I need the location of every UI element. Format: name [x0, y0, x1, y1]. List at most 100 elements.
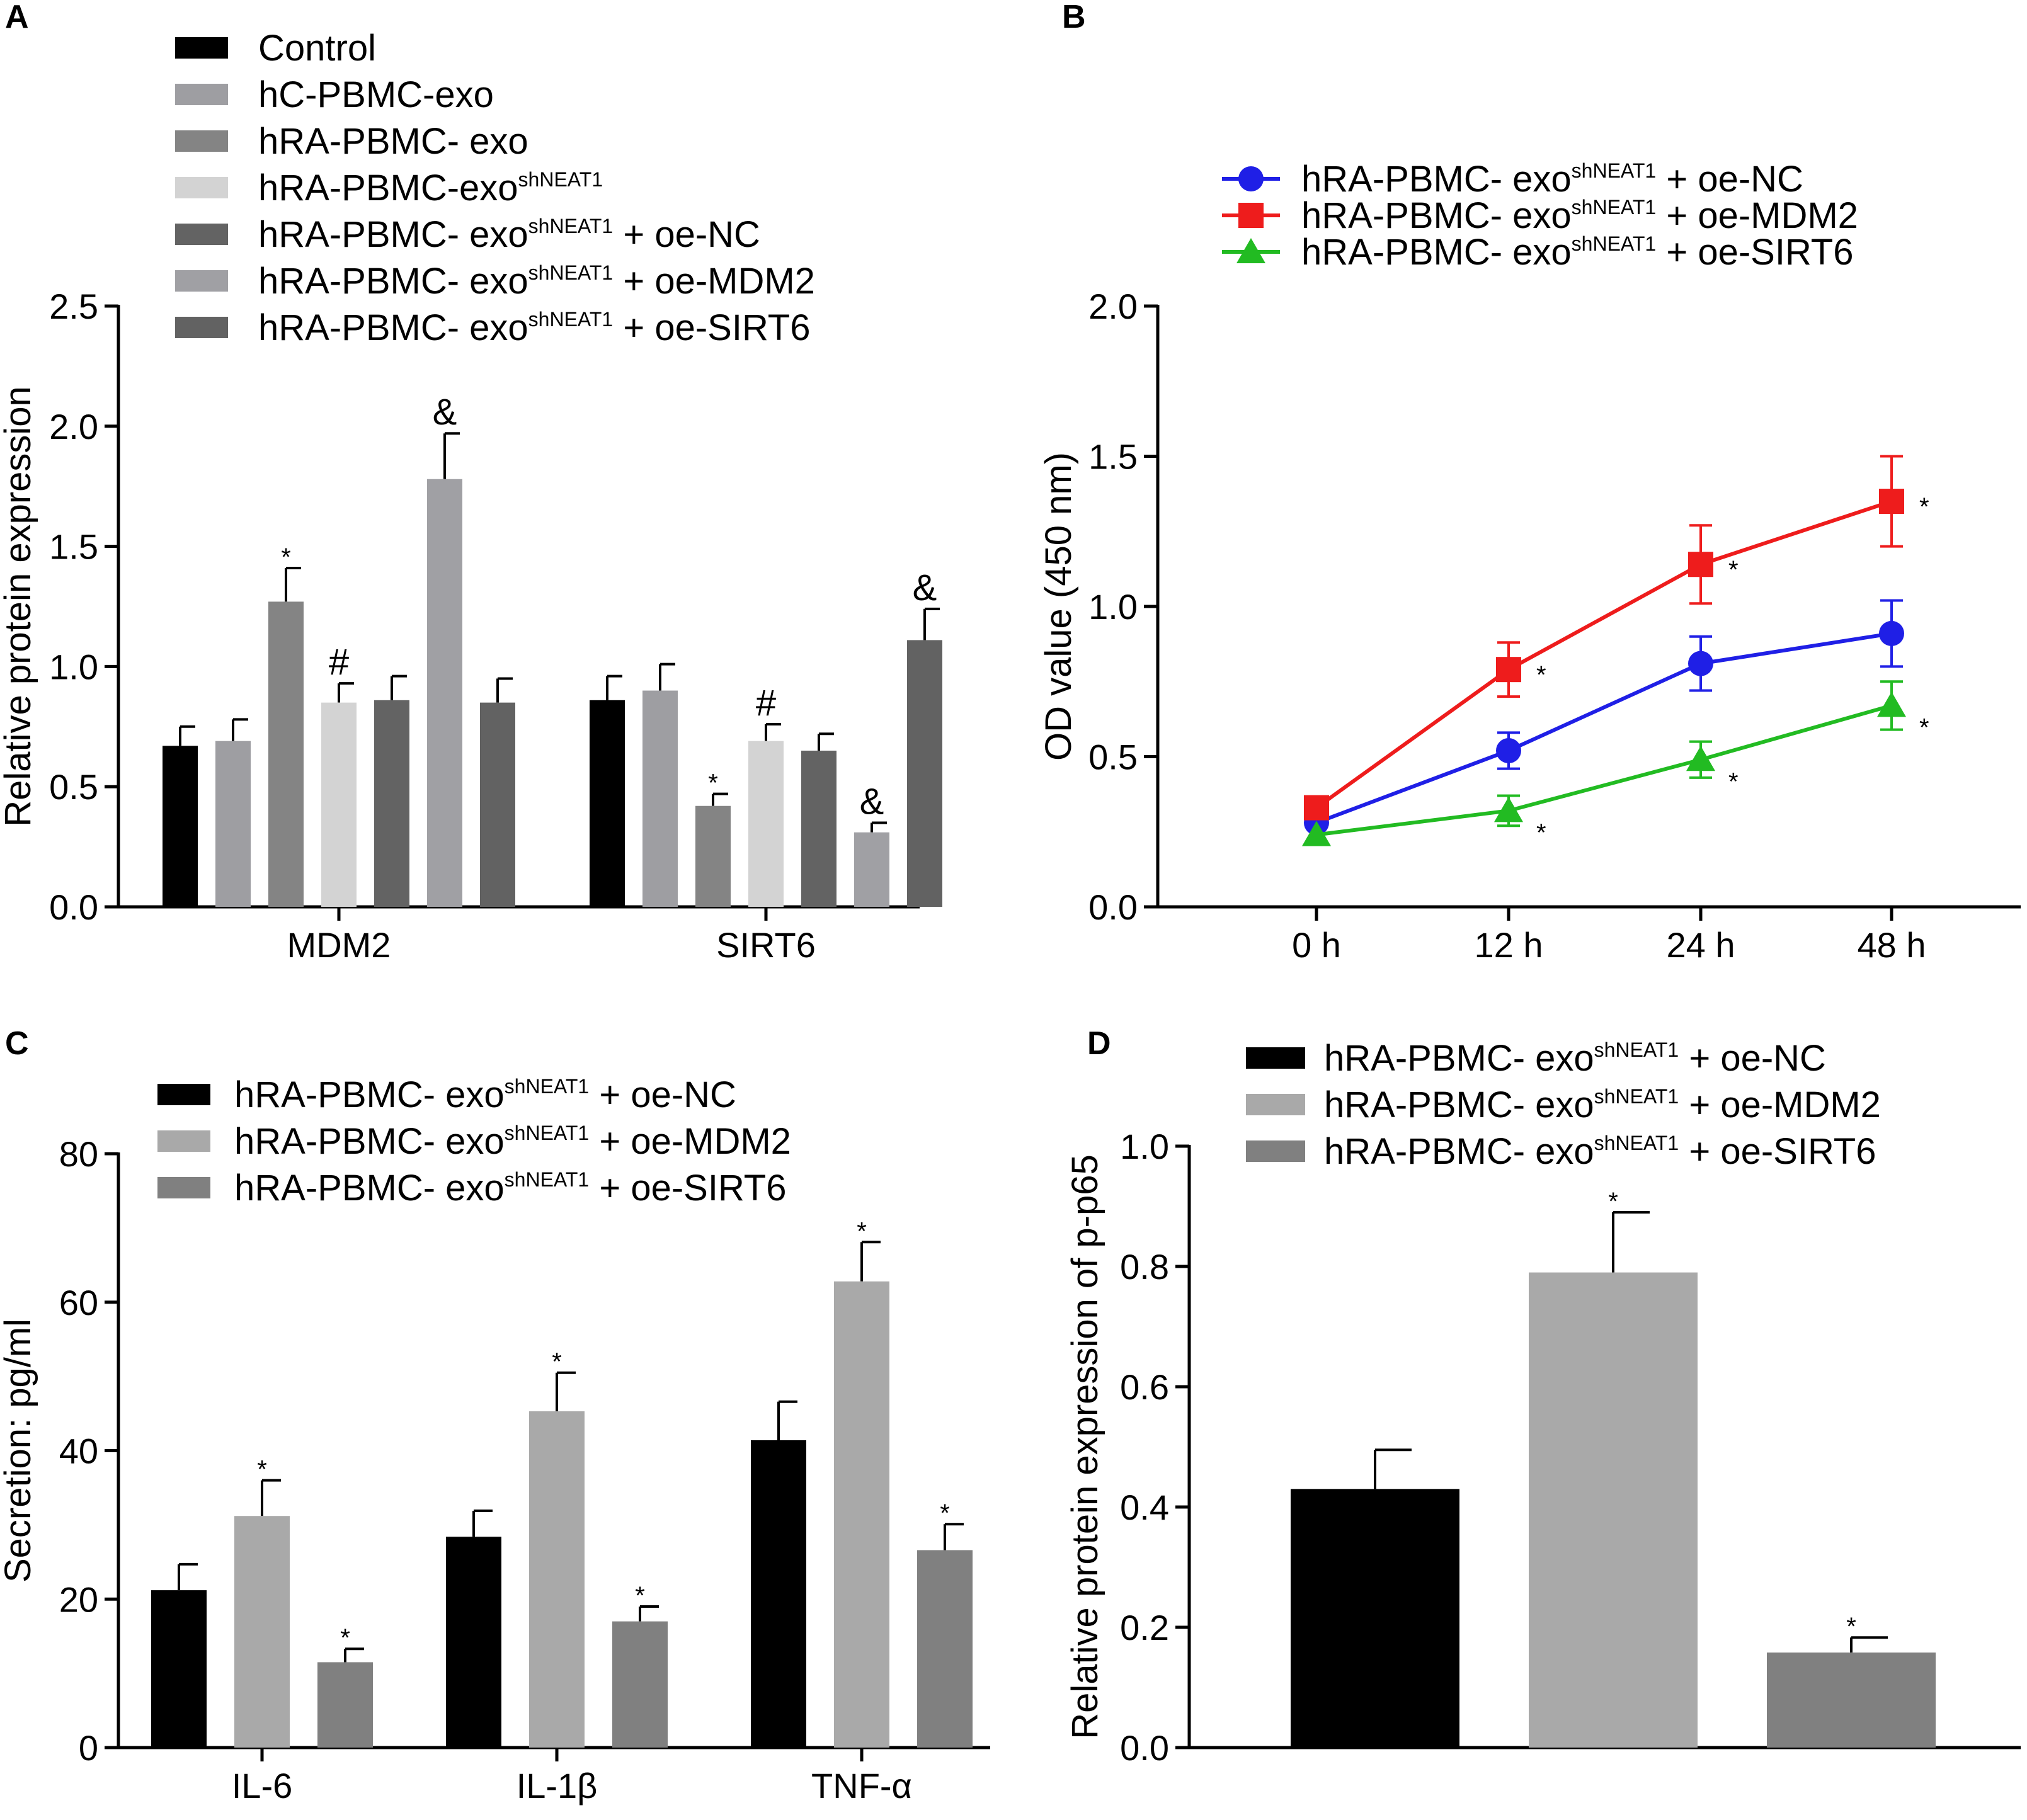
legend-label-2: hRA-PBMC- exoshNEAT1 + oe-SIRT6: [1301, 232, 1853, 273]
y-tick-label: 0.2: [1120, 1608, 1169, 1647]
significance-mark: #: [329, 642, 349, 683]
bar-mdm2-5: [427, 479, 462, 907]
y-axis-label: OD value (450 nm): [1038, 452, 1079, 761]
significance-mark: *: [635, 1582, 645, 1610]
significance-mark: *: [1846, 1613, 1856, 1641]
bar-tnf-0: [751, 1440, 806, 1748]
legend-swatch-6: [175, 317, 228, 338]
legend-swatch-2: [157, 1177, 210, 1198]
bar-sirt6-3: [748, 741, 784, 907]
significance-mark: *: [857, 1217, 867, 1245]
bar-sirt6-4: [801, 750, 836, 907]
y-tick-label: 60: [59, 1283, 98, 1322]
series-line-0: [1315, 631, 1892, 825]
x-tick-label-12-h: 12 h: [1475, 925, 1543, 965]
panel-letter: C: [5, 1025, 29, 1062]
y-axis-label: Relative protein expression of p-p65: [1065, 1154, 1105, 1739]
legend-label-1: hC-PBMC-exo: [258, 74, 494, 115]
y-tick-label: 0.4: [1120, 1487, 1169, 1527]
legend-label-6: hRA-PBMC- exoshNEAT1 + oe-SIRT6: [258, 307, 810, 348]
data-point-2-1: [1494, 797, 1523, 822]
bar-mdm2-6: [480, 702, 515, 907]
bar-il-6-2: [317, 1662, 373, 1748]
series-line-1: [1315, 499, 1892, 810]
y-tick-label: 0.0: [49, 887, 98, 927]
data-point-1-0: [1304, 795, 1329, 821]
significance-mark: *: [340, 1624, 350, 1652]
data-point-0-2: [1688, 651, 1713, 676]
y-axis-label: Relative protein expression: [0, 386, 38, 827]
panel-letter: B: [1062, 0, 1086, 35]
data-point-2-2: [1686, 746, 1715, 771]
legend-label-0: hRA-PBMC- exoshNEAT1 + oe-NC: [1301, 159, 1803, 200]
bar-group-1: [1529, 1272, 1698, 1748]
significance-mark: &: [913, 567, 937, 608]
bar-il-1-2: [612, 1621, 668, 1748]
panel-a: A 0.0 0.5 1.0 1.5 2.0 2.5 Relative protein expr…: [0, 0, 942, 965]
data-point-1-1: [1496, 657, 1521, 683]
panel-b: B 0.0 0.5 1.0 1.5 2.0 OD value (450 nm) 0 h 12 h…: [1038, 0, 2021, 965]
legend-label-1: hRA-PBMC- exoshNEAT1 + oe-MDM2: [1324, 1084, 1881, 1125]
data-point-2-3: [1877, 691, 1906, 717]
data-point-0-1: [1496, 737, 1521, 763]
x-tick-label-il-6: IL-6: [232, 1766, 293, 1806]
y-tick-label: 0.0: [1120, 1728, 1169, 1768]
legend-label-2: hRA-PBMC- exoshNEAT1 + oe-SIRT6: [234, 1168, 786, 1209]
bar-group-0: [1291, 1489, 1459, 1748]
significance-mark: *: [257, 1456, 267, 1484]
legend-swatch-4: [175, 224, 228, 245]
significance-mark: &: [860, 781, 884, 822]
data-point-0-3: [1879, 620, 1904, 646]
panel-letter: D: [1087, 1025, 1111, 1062]
legend-label-5: hRA-PBMC- exoshNEAT1 + oe-MDM2: [258, 261, 815, 302]
legend-marker-2: [1236, 238, 1265, 263]
significance-mark: *: [1536, 661, 1546, 689]
significance-mark: *: [1536, 819, 1546, 846]
legend-marker-0: [1238, 166, 1264, 191]
legend-label-2: hRA-PBMC- exo: [258, 121, 528, 162]
y-axis-label: Secretion: pg/ml: [0, 1319, 38, 1583]
y-tick-label: 1.0: [1088, 587, 1138, 627]
x-tick-label-mdm2: MDM2: [287, 925, 391, 965]
y-tick-label: 1.0: [1120, 1127, 1169, 1166]
y-tick-label: 1.0: [49, 647, 98, 686]
legend-label-2: hRA-PBMC- exoshNEAT1 + oe-SIRT6: [1324, 1131, 1876, 1172]
y-tick-label: 1.5: [49, 527, 98, 567]
significance-mark: *: [1919, 714, 1929, 741]
legend-label-1: hRA-PBMC- exoshNEAT1 + oe-MDM2: [234, 1121, 791, 1162]
legend-label-1: hRA-PBMC- exoshNEAT1 + oe-MDM2: [1301, 195, 1858, 236]
y-tick-label: 0.6: [1120, 1367, 1169, 1407]
y-tick-label: 0: [79, 1728, 98, 1768]
x-tick-label-tnf: TNF-α: [811, 1766, 912, 1806]
bar-group-2: [1767, 1652, 1936, 1748]
legend-swatch-3: [175, 177, 228, 198]
series-line-2: [1316, 703, 1892, 837]
bar-mdm2-1: [215, 741, 251, 907]
y-tick-label: 40: [59, 1431, 98, 1471]
legend-label-0: Control: [258, 28, 376, 69]
bar-sirt6-1: [642, 690, 678, 907]
significance-mark: *: [940, 1499, 950, 1527]
bar-mdm2-2: [268, 601, 304, 907]
bar-tnf-1: [834, 1281, 889, 1748]
x-tick-label-48-h: 48 h: [1858, 925, 1926, 965]
legend-swatch-0: [175, 37, 228, 59]
x-tick-label-24-h: 24 h: [1667, 925, 1735, 965]
legend-label-3: hRA-PBMC-exoshNEAT1: [258, 168, 603, 208]
y-tick-label: 0.8: [1120, 1247, 1169, 1287]
significance-mark: *: [552, 1348, 562, 1376]
bar-sirt6-5: [854, 832, 889, 907]
legend-swatch-2: [1246, 1140, 1305, 1162]
data-point-1-3: [1879, 489, 1904, 515]
panel-letter: A: [5, 0, 29, 35]
bar-sirt6-0: [590, 700, 625, 907]
legend-swatch-1: [1246, 1094, 1305, 1115]
bar-il-1-1: [529, 1411, 585, 1748]
bar-il-1-0: [446, 1537, 501, 1748]
y-tick-label: 2.0: [1088, 287, 1138, 326]
y-tick-label: 20: [59, 1579, 98, 1619]
legend-swatch-5: [175, 270, 228, 292]
x-tick-label-sirt6: SIRT6: [716, 925, 816, 965]
legend-label-0: hRA-PBMC- exoshNEAT1 + oe-NC: [234, 1074, 736, 1115]
